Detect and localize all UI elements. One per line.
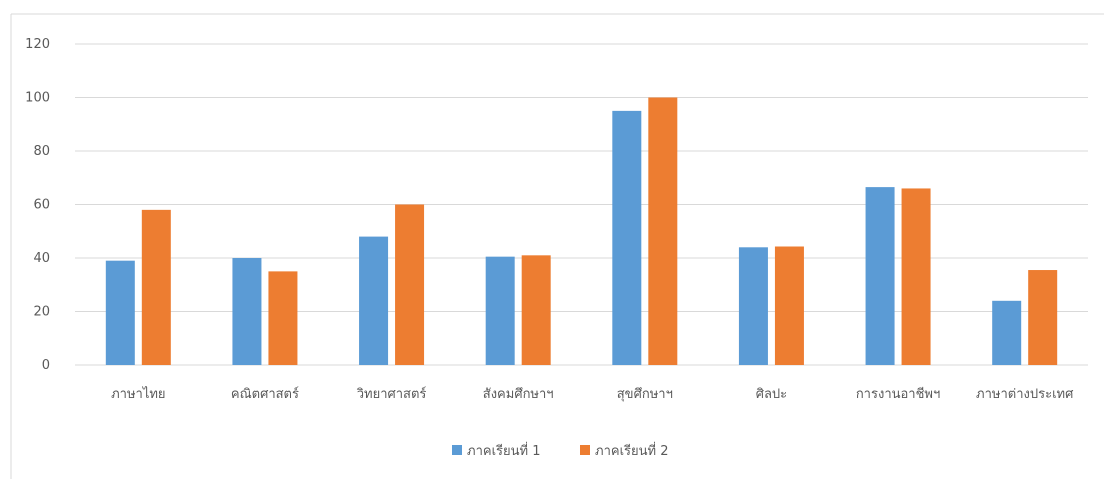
y-tick-label: 40 — [33, 251, 50, 266]
bar-series-2-2 — [268, 271, 298, 365]
y-tick-label: 100 — [25, 91, 50, 106]
y-tick-label: 20 — [33, 305, 50, 320]
bar-series-1-6 — [738, 247, 768, 365]
x-tick-label: ภาษาต่างประเทศ — [976, 387, 1074, 402]
x-tick-label: สุขศึกษาฯ — [617, 387, 673, 402]
bar-series-1-4 — [485, 256, 515, 365]
legend: ภาคเรียนที่ 1 ภาคเรียนที่ 2 — [452, 442, 668, 459]
x-axis-ticks: ภาษาไทย คณิตศาสตร์ วิทยาศาสตร์ สังคมศึกษาฯ ส… — [111, 386, 1074, 402]
y-tick-label: 80 — [33, 144, 50, 159]
bar-series-1-7 — [865, 187, 895, 365]
bar-series-2-7 — [901, 188, 931, 365]
bar-series-1-8 — [992, 300, 1022, 365]
x-tick-label: สังคมศึกษาฯ — [483, 387, 554, 402]
bars — [105, 97, 1058, 365]
bar-series-2-5 — [648, 97, 678, 365]
y-tick-label: 120 — [25, 37, 50, 52]
x-tick-label: การงานอาชีพฯ — [856, 386, 941, 402]
x-tick-label: วิทยาศาสตร์ — [356, 386, 426, 402]
legend-label-2: ภาคเรียนที่ 2 — [595, 442, 668, 459]
gridlines — [75, 43, 1088, 366]
bar-series-2-4 — [521, 255, 551, 365]
bar-series-1-1 — [105, 260, 135, 365]
legend-swatch-2 — [580, 445, 590, 455]
bar-series-1-2 — [232, 258, 262, 365]
bar-series-2-3 — [395, 204, 425, 365]
bar-series-2-6 — [774, 246, 804, 365]
bar-series-1-5 — [612, 110, 642, 365]
bar-series-2-1 — [141, 209, 171, 365]
x-tick-label: ภาษาไทย — [111, 386, 165, 402]
x-tick-label: คณิตศาสตร์ — [231, 386, 299, 402]
y-axis-ticks: 0 20 40 60 80 100 120 — [25, 37, 50, 373]
legend-label-1: ภาคเรียนที่ 1 — [467, 442, 540, 459]
legend-swatch-1 — [452, 445, 462, 455]
y-tick-label: 0 — [42, 358, 50, 373]
bar-series-1-3 — [359, 236, 389, 365]
bar-series-2-8 — [1028, 270, 1058, 365]
y-tick-label: 60 — [33, 198, 50, 213]
x-tick-label: ศิลปะ — [756, 387, 787, 402]
